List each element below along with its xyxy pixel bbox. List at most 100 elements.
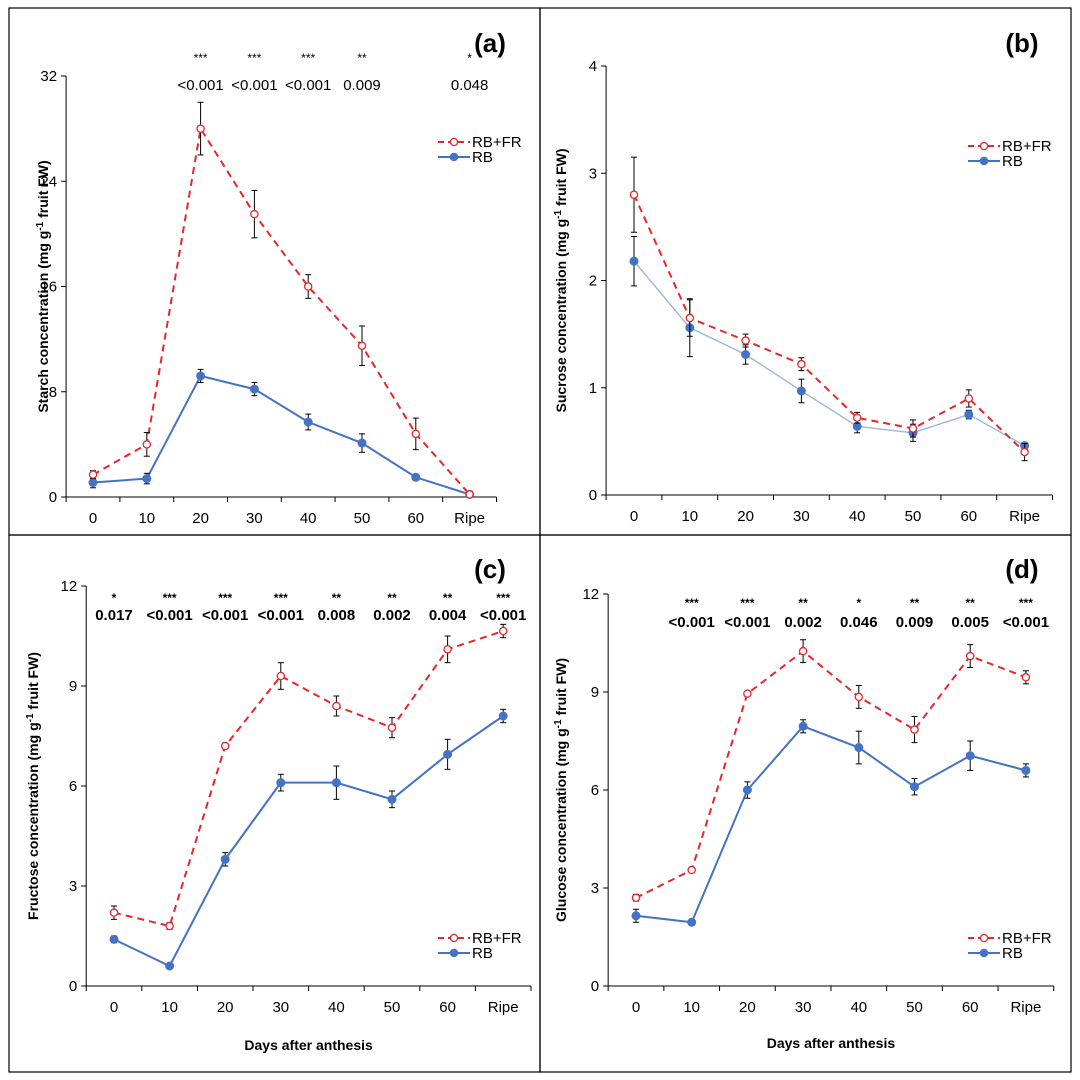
x-tick-label: 10 — [681, 508, 698, 525]
x-tick-label: 0 — [89, 510, 97, 527]
legend-label: RB — [1002, 153, 1023, 170]
significance-stars: ** — [798, 596, 808, 610]
data-point — [964, 394, 974, 403]
y-tick-label: 0 — [49, 489, 57, 506]
significance-stars: ** — [387, 591, 397, 605]
significance-stars: * — [856, 596, 861, 610]
series-line-rb-fr — [633, 194, 1026, 453]
data-point — [908, 424, 918, 433]
data-point — [910, 725, 919, 734]
panel-label: (c) — [474, 554, 506, 584]
y-tick-label: 6 — [591, 782, 599, 799]
x-tick-label: 60 — [439, 999, 456, 1016]
p-value-label: <0.001 — [258, 607, 304, 624]
x-tick-label: 10 — [161, 999, 178, 1016]
x-tick-label: 40 — [849, 508, 866, 525]
significance-stars: *** — [301, 51, 315, 65]
data-point — [685, 313, 695, 323]
p-value-label: 0.004 — [429, 607, 467, 624]
data-point — [88, 470, 98, 479]
data-point — [196, 124, 205, 133]
significance-stars: *** — [163, 591, 177, 605]
x-tick-label: 20 — [737, 508, 754, 525]
p-value-label: <0.001 — [177, 77, 223, 94]
data-point — [465, 490, 474, 499]
data-point — [411, 429, 421, 439]
series-line-rb-fr — [92, 125, 471, 496]
x-tick-label: 30 — [795, 999, 812, 1016]
x-tick-label: 40 — [328, 999, 345, 1016]
significance-stars: * — [112, 591, 117, 605]
legend-label: RB — [472, 149, 493, 166]
x-axis-title: Days after anthesis — [244, 1037, 373, 1053]
panel-a-plot: 0 8 16 24 32 0 10 20 30 40 50 60 Ripe Starch concentr… — [35, 28, 522, 527]
data-point — [276, 778, 286, 788]
data-point — [303, 282, 313, 291]
y-axis-title: Fructose concentration (mg g-1 fruit FW) — [25, 652, 41, 920]
significance-stars: ** — [332, 591, 342, 605]
data-point — [443, 645, 452, 654]
p-value-label: 0.005 — [951, 614, 989, 631]
legend-label: RB+FR — [472, 930, 522, 947]
x-tick-label: 50 — [384, 999, 401, 1016]
y-tick-label: 6 — [69, 778, 77, 795]
p-value-label: 0.008 — [318, 607, 356, 624]
x-tick-label: 10 — [138, 510, 155, 527]
legend-swatch-marker — [979, 141, 989, 151]
data-point — [631, 911, 641, 921]
p-value-label: 0.046 — [840, 614, 878, 631]
data-point — [220, 741, 230, 751]
data-point — [687, 917, 697, 927]
data-point — [854, 743, 864, 753]
y-tick-label: 0 — [589, 487, 597, 504]
data-point — [910, 782, 919, 792]
data-point — [220, 854, 230, 864]
panel-c: 0 3 6 9 12 0 10 20 30 40 50 60 Ripe Fructose concentr… — [8, 534, 541, 1073]
y-tick-label: 9 — [69, 678, 77, 695]
significance-stars: *** — [685, 596, 699, 610]
data-point — [798, 646, 808, 656]
legend-label: RB+FR — [1002, 930, 1052, 947]
y-tick-label: 16 — [40, 279, 57, 296]
data-point — [1020, 447, 1029, 457]
data-point — [741, 336, 750, 345]
legend-swatch-marker — [979, 933, 989, 943]
data-point — [965, 651, 975, 661]
y-axis-title: Starch concentration (mg g-1 fruit FW) — [35, 160, 51, 412]
data-point — [276, 671, 286, 681]
x-tick-label: 30 — [246, 510, 263, 527]
x-tick-label: 30 — [793, 508, 810, 525]
data-point — [852, 413, 862, 423]
panel-d-frame — [539, 534, 1072, 1073]
data-point — [249, 384, 259, 394]
data-point — [964, 410, 974, 420]
x-tick-label: 60 — [962, 999, 979, 1016]
significance-stars: ** — [357, 51, 367, 65]
y-tick-label: 32 — [40, 68, 57, 85]
data-point — [742, 785, 752, 795]
x-tick-label: 40 — [300, 510, 317, 527]
data-point — [331, 778, 341, 788]
data-point — [88, 478, 98, 488]
data-point — [1021, 673, 1031, 682]
significance-stars: *** — [274, 591, 288, 605]
legend-label: RB+FR — [472, 134, 522, 151]
series-line-rb — [635, 725, 1027, 924]
p-value-label: <0.001 — [669, 614, 715, 631]
significance-stars: *** — [194, 51, 208, 65]
data-point — [109, 934, 119, 944]
y-tick-label: 3 — [589, 165, 597, 182]
p-value-label: <0.001 — [724, 614, 770, 631]
y-axis-title: Glucose concentration (mg g-1 fruit FW) — [553, 658, 569, 922]
series-line-rb — [633, 260, 1025, 447]
y-tick-label: 12 — [61, 578, 78, 595]
data-point — [498, 711, 508, 721]
panel-label: (d) — [1005, 554, 1038, 584]
y-tick-label: 1 — [589, 380, 597, 397]
data-point — [687, 865, 696, 875]
data-point — [411, 472, 421, 482]
y-tick-label: 4 — [589, 58, 597, 75]
significance-stars: *** — [740, 596, 754, 610]
y-tick-label: 8 — [49, 384, 57, 401]
